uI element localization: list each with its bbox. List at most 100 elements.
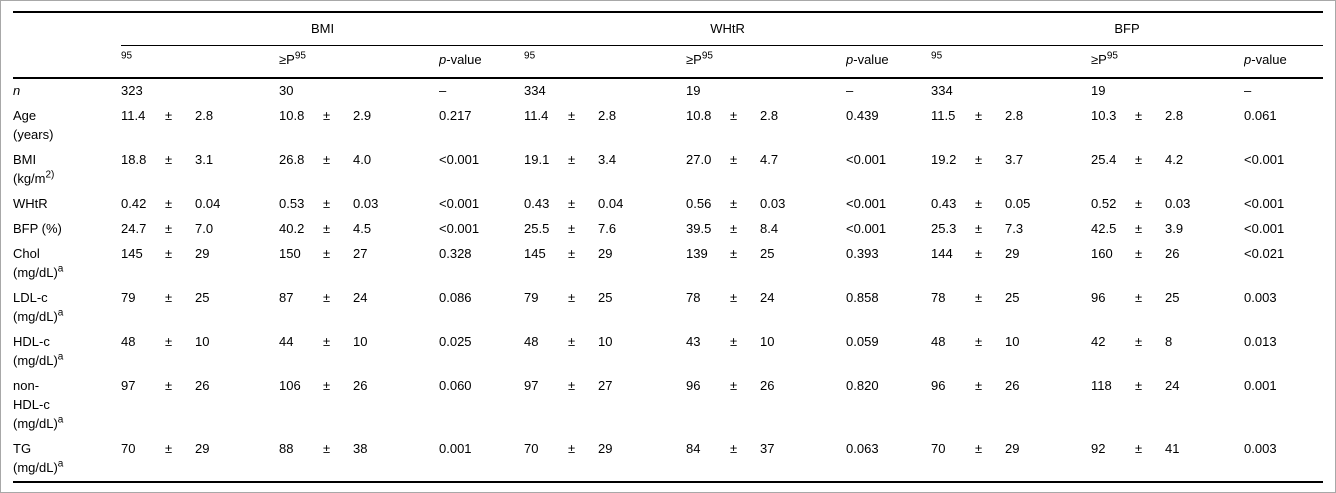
value-cell: 145 ±29: [524, 246, 613, 261]
p-value-cell: 0.217: [439, 108, 472, 123]
subheader-low-whtr: 95: [524, 45, 687, 79]
value-cell: 0.43 ±0.05: [931, 196, 1031, 211]
plus-minus-sign: ±: [165, 441, 173, 456]
plus-minus-sign: ±: [975, 108, 983, 123]
plus-minus-sign: ±: [975, 441, 983, 456]
value-cell: 79 ±25: [121, 290, 210, 305]
value-cell: 10.3 ±2.8: [1091, 108, 1184, 123]
table-body: n 323 30 – 334 19 – 334 19 – Age (years) 11.4 ±2.8 10.…: [13, 78, 1323, 482]
plus-minus-sign: ±: [730, 152, 738, 167]
plus-minus-sign: ±: [1135, 221, 1143, 236]
plus-minus-sign: ±: [323, 196, 331, 211]
value-cell: 79 ±25: [524, 290, 613, 305]
plus-minus-sign: ±: [568, 334, 576, 349]
value-cell: 70 ±29: [524, 441, 613, 456]
plus-minus-sign: ±: [975, 196, 983, 211]
plus-minus-sign: ±: [730, 108, 738, 123]
group-header-whtr: WHtR: [524, 12, 932, 46]
count-cell: 334: [931, 83, 953, 98]
value-cell: 25.4 ±4.2: [1091, 152, 1184, 167]
p-value-cell: –: [1244, 83, 1252, 98]
value-cell: 97 ±27: [524, 378, 613, 393]
p-value-cell: <0.021: [1244, 246, 1285, 261]
table-row: LDL-c (mg/dL)a 79 ±25 87 ±24 0.086 79 ±25 78 ±24 0.…: [13, 286, 1323, 330]
value-cell: 0.53 ±0.03: [279, 196, 379, 211]
p-value-cell: 0.060: [439, 378, 472, 393]
plus-minus-sign: ±: [568, 378, 576, 393]
table-row: Chol (mg/dL)a 145 ±29 150 ±27 0.328 145 ±29 139 ±2…: [13, 242, 1323, 286]
value-cell: 96 ±25: [1091, 290, 1180, 305]
value-cell: 0.43 ±0.04: [524, 196, 624, 211]
table-row: n 323 30 – 334 19 – 334 19 –: [13, 78, 1323, 104]
row-label: Age (years): [13, 108, 54, 142]
row-label: n: [13, 83, 21, 98]
plus-minus-sign: ±: [1135, 152, 1143, 167]
plus-minus-sign: ±: [975, 378, 983, 393]
p-value-cell: 0.003: [1244, 290, 1277, 305]
plus-minus-sign: ±: [568, 196, 576, 211]
value-cell: 145 ±29: [121, 246, 210, 261]
plus-minus-sign: ±: [323, 221, 331, 236]
corner-cell: [13, 12, 121, 46]
value-cell: 43 ±10: [686, 334, 775, 349]
value-cell: 19.1 ±3.4: [524, 152, 617, 167]
subheader-pvalue-whtr: p-value: [846, 45, 932, 79]
value-cell: 25.3 ±7.3: [931, 221, 1024, 236]
row-label: WHtR: [13, 196, 48, 211]
plus-minus-sign: ±: [730, 246, 738, 261]
subheader-low-bfp: 95: [931, 45, 1092, 79]
plus-minus-sign: ±: [975, 221, 983, 236]
value-cell: 48 ±10: [121, 334, 210, 349]
value-cell: 11.4 ±2.8: [121, 108, 214, 123]
p-value-cell: 0.439: [846, 108, 879, 123]
value-cell: 144 ±29: [931, 246, 1020, 261]
p-value-cell: <0.001: [1244, 196, 1285, 211]
table-row: TG (mg/dL)a 70 ±29 88 ±38 0.001 70 ±29 84 ±37 0.063…: [13, 437, 1323, 482]
plus-minus-sign: ±: [730, 378, 738, 393]
value-cell: 48 ±10: [931, 334, 1020, 349]
value-cell: 24.7 ±7.0: [121, 221, 214, 236]
plus-minus-sign: ±: [730, 441, 738, 456]
plus-minus-sign: ±: [1135, 290, 1143, 305]
value-cell: 25.5 ±7.6: [524, 221, 617, 236]
value-cell: 70 ±29: [121, 441, 210, 456]
group-header-row: BMI WHtR BFP: [13, 12, 1323, 46]
plus-minus-sign: ±: [568, 441, 576, 456]
p-value-cell: <0.001: [439, 152, 480, 167]
plus-minus-sign: ±: [323, 290, 331, 305]
plus-minus-sign: ±: [165, 108, 173, 123]
plus-minus-sign: ±: [568, 152, 576, 167]
subheader-pvalue-bfp: p-value: [1244, 45, 1323, 79]
value-cell: 150 ±27: [279, 246, 368, 261]
plus-minus-sign: ±: [730, 334, 738, 349]
value-cell: 160 ±26: [1091, 246, 1180, 261]
plus-minus-sign: ±: [323, 334, 331, 349]
row-label: HDL-c (mg/dL)a: [13, 334, 64, 368]
p-value-cell: <0.001: [1244, 152, 1285, 167]
p-value-cell: 0.001: [1244, 378, 1277, 393]
subheader-low-bmi: 95: [121, 45, 279, 79]
comparison-table: BMI WHtR BFP 95 ≥P95 p-value 95 ≥P95 p-v…: [13, 11, 1323, 483]
plus-minus-sign: ±: [1135, 441, 1143, 456]
plus-minus-sign: ±: [568, 221, 576, 236]
value-cell: 106 ±26: [279, 378, 368, 393]
value-cell: 0.42 ±0.04: [121, 196, 221, 211]
plus-minus-sign: ±: [165, 334, 173, 349]
plus-minus-sign: ±: [165, 196, 173, 211]
value-cell: 70 ±29: [931, 441, 1020, 456]
row-label: TG (mg/dL)a: [13, 441, 64, 475]
plus-minus-sign: ±: [165, 152, 173, 167]
value-cell: 0.56 ±0.03: [686, 196, 786, 211]
subheader-high-bmi: ≥P95: [279, 45, 439, 79]
value-cell: 139 ±25: [686, 246, 775, 261]
p-value-cell: 0.820: [846, 378, 879, 393]
plus-minus-sign: ±: [1135, 246, 1143, 261]
plus-minus-sign: ±: [165, 246, 173, 261]
table-row: HDL-c (mg/dL)a 48 ±10 44 ±10 0.025 48 ±10 43 ±10 0.…: [13, 330, 1323, 374]
group-header-bfp: BFP: [931, 12, 1323, 46]
value-cell: 42 ±8: [1091, 334, 1173, 349]
p-value-cell: 0.063: [846, 441, 879, 456]
plus-minus-sign: ±: [1135, 334, 1143, 349]
value-cell: 87 ±24: [279, 290, 368, 305]
